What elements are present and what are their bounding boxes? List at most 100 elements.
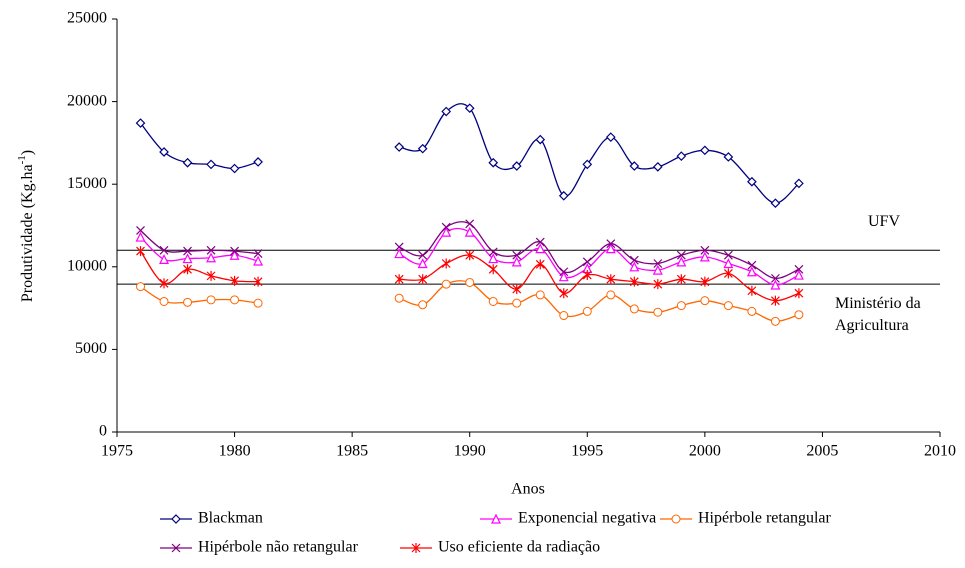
- marker: [136, 226, 145, 235]
- marker: [182, 253, 193, 264]
- marker: [253, 157, 263, 167]
- marker: [394, 248, 405, 259]
- marker: [253, 298, 263, 308]
- marker: [465, 219, 475, 229]
- legend-label: Blackman: [198, 510, 263, 527]
- legend-label: Exponencial negativa: [518, 510, 656, 527]
- marker: [511, 161, 522, 171]
- x-tick-label: 2010: [924, 443, 956, 460]
- marker: [206, 270, 216, 281]
- legend-marker: [171, 543, 181, 553]
- x-axis-title: Anos: [511, 481, 545, 498]
- marker: [582, 257, 592, 267]
- marker: [512, 284, 522, 295]
- marker: [582, 270, 592, 281]
- x-tick-label: 1990: [454, 443, 486, 460]
- marker: [135, 231, 146, 242]
- legend-label: Hipérbole retangular: [698, 510, 832, 527]
- marker: [229, 163, 240, 174]
- marker: [676, 274, 686, 285]
- marker: [159, 278, 169, 289]
- marker: [535, 237, 545, 247]
- y-tick-label: 0: [99, 423, 107, 440]
- marker: [417, 143, 428, 154]
- marker: [747, 176, 757, 187]
- marker: [441, 222, 451, 232]
- marker: [159, 296, 169, 306]
- marker: [136, 282, 146, 292]
- marker: [136, 246, 145, 257]
- marker: [417, 258, 428, 269]
- marker: [535, 290, 545, 300]
- marker: [605, 243, 616, 254]
- marker: [606, 274, 616, 285]
- marker: [418, 274, 428, 285]
- marker: [488, 253, 499, 264]
- marker: [582, 306, 592, 316]
- marker: [441, 258, 451, 269]
- reference-label: Agricultura: [835, 317, 909, 334]
- marker: [465, 250, 475, 261]
- y-tick-label: 5000: [75, 340, 107, 357]
- marker: [418, 250, 428, 260]
- marker: [159, 254, 169, 264]
- marker: [441, 226, 452, 237]
- reference-label: UFV: [868, 213, 900, 230]
- marker: [747, 285, 757, 296]
- marker: [535, 243, 546, 254]
- marker: [629, 161, 640, 171]
- x-tick-label: 2005: [806, 443, 838, 460]
- marker: [418, 300, 428, 310]
- marker: [488, 296, 498, 306]
- marker: [770, 316, 780, 326]
- marker: [793, 269, 804, 280]
- x-tick-label: 1975: [101, 443, 133, 460]
- marker: [488, 264, 498, 275]
- marker: [676, 250, 686, 260]
- marker: [558, 190, 569, 201]
- marker: [535, 259, 545, 270]
- marker: [653, 279, 663, 290]
- marker: [794, 264, 804, 274]
- marker: [159, 147, 169, 157]
- marker: [770, 198, 781, 209]
- marker: [723, 301, 733, 311]
- legend-label: Hipérbole não retangular: [198, 539, 359, 556]
- marker: [394, 142, 405, 152]
- marker: [606, 290, 616, 300]
- marker: [629, 304, 639, 314]
- marker: [183, 246, 192, 256]
- marker: [676, 301, 686, 311]
- marker: [441, 279, 451, 289]
- marker: [723, 152, 734, 162]
- legend-marker: [411, 543, 421, 553]
- marker: [747, 260, 757, 270]
- marker: [700, 245, 710, 255]
- reference-label: Ministério da: [835, 295, 921, 312]
- marker: [723, 268, 733, 279]
- marker: [559, 288, 569, 299]
- marker: [699, 251, 710, 262]
- y-axis-title-sup: -1: [16, 155, 28, 164]
- marker: [676, 151, 687, 161]
- marker: [394, 242, 404, 252]
- marker: [253, 255, 264, 266]
- marker: [183, 264, 192, 275]
- marker: [653, 259, 663, 268]
- marker: [629, 261, 640, 272]
- marker: [700, 145, 710, 156]
- marker: [394, 274, 404, 285]
- marker: [183, 297, 193, 307]
- y-axis-title: Produtividade (Kg.ha-1): [16, 150, 36, 302]
- marker: [488, 157, 499, 168]
- marker: [253, 276, 263, 287]
- marker: [511, 256, 522, 267]
- marker: [206, 252, 217, 263]
- marker: [700, 276, 710, 287]
- x-tick-label: 1980: [219, 443, 251, 460]
- legend-label: Uso eficiente da radiação: [438, 539, 600, 556]
- marker: [464, 226, 475, 237]
- marker: [770, 279, 781, 290]
- y-tick-label: 15000: [67, 175, 107, 192]
